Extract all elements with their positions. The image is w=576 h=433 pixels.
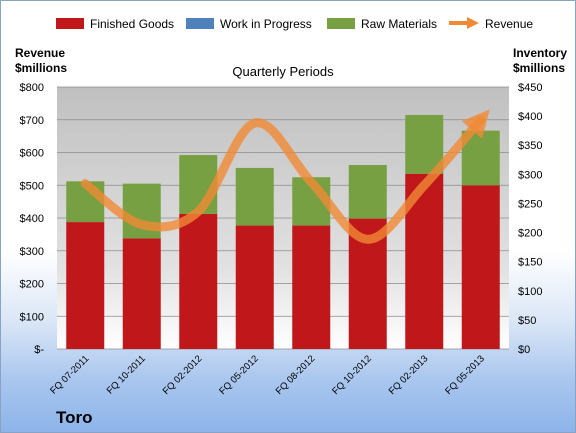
- left-tick-label: $800: [20, 82, 44, 94]
- left-axis-title-line1: Revenue: [15, 46, 65, 60]
- category-label: FQ 07-2011: [48, 353, 91, 396]
- bar-finished-goods: [122, 238, 161, 349]
- right-tick-label: $300: [518, 169, 542, 181]
- category-label: FQ 08-2012: [274, 353, 318, 397]
- right-tick-label: $400: [518, 111, 542, 123]
- chart-subtitle: Quarterly Periods: [232, 64, 334, 79]
- bar-finished-goods: [292, 225, 331, 349]
- left-tick-label: $700: [20, 115, 44, 127]
- revenue-line-group: [80, 109, 490, 244]
- category-label: FQ 02-2012: [161, 353, 205, 397]
- left-axis-ticks: $- $100 $200 $300 $400 $500 $600 $700 $800: [20, 82, 45, 356]
- right-axis-ticks: $0 $50 $100 $150 $200 $250 $300 $350 $400 $450: [518, 82, 542, 356]
- right-tick-label: $100: [518, 286, 542, 298]
- left-tick-label: $-: [34, 344, 44, 356]
- right-tick-label: $150: [518, 257, 542, 269]
- right-axis-title-line2: $millions: [513, 61, 565, 75]
- legend-label-finished-goods: Finished Goods: [90, 17, 174, 31]
- left-axis-title-line2: $millions: [15, 61, 67, 75]
- legend-swatch-work-in-progress: [186, 18, 214, 29]
- legend: Finished Goods Work in Progress Raw Mate…: [56, 17, 533, 31]
- left-tick-label: $500: [20, 180, 44, 192]
- category-labels: FQ 07-2011 FQ 10-2011 FQ 02-2012 FQ 05-2012…: [48, 353, 487, 397]
- legend-label-raw-materials: Raw Materials: [361, 17, 437, 31]
- category-label: FQ 05-2012: [217, 353, 261, 397]
- bar-finished-goods: [461, 185, 500, 349]
- right-tick-label: $250: [518, 198, 542, 210]
- right-tick-label: $200: [518, 228, 542, 240]
- right-tick-label: $0: [518, 344, 530, 356]
- bar-finished-goods: [66, 222, 105, 349]
- category-label: FQ 10-2011: [105, 353, 148, 396]
- left-tick-label: $100: [20, 311, 44, 323]
- bars: [66, 114, 500, 349]
- right-tick-label: $50: [518, 315, 536, 327]
- left-tick-label: $400: [20, 213, 44, 225]
- category-label: FQ 05-2013: [443, 353, 487, 397]
- bar-raw-materials: [348, 165, 387, 219]
- bar-finished-goods: [179, 213, 218, 349]
- left-tick-label: $300: [20, 246, 44, 258]
- category-label: FQ 10-2012: [330, 353, 374, 397]
- right-tick-label: $350: [518, 140, 542, 152]
- bar-raw-materials: [405, 114, 444, 174]
- category-label: FQ 02-2013: [387, 353, 431, 397]
- revenue-line: [80, 109, 490, 244]
- legend-swatch-raw-materials: [327, 18, 355, 29]
- left-tick-label: $600: [20, 148, 44, 160]
- bar-raw-materials: [235, 167, 274, 226]
- company-label: Toro: [56, 408, 93, 427]
- left-tick-label: $200: [20, 279, 44, 291]
- legend-arrow-revenue: [467, 17, 479, 29]
- right-tick-label: $450: [518, 82, 542, 94]
- legend-swatch-finished-goods: [56, 18, 84, 29]
- legend-label-revenue: Revenue: [485, 17, 533, 31]
- bar-finished-goods: [235, 225, 274, 349]
- legend-label-work-in-progress: Work in Progress: [220, 17, 312, 31]
- right-axis-title-line1: Inventory: [513, 46, 567, 60]
